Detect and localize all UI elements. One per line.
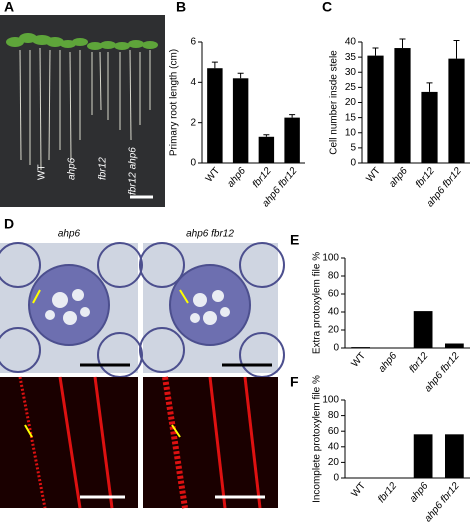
y-axis-label: Incomplete protoxylem file % [312,375,323,503]
panel-label: D [4,216,14,232]
x-tick-label: fbr12 [251,165,274,190]
leaves [6,33,158,50]
panel-label: A [4,0,14,15]
y-tick-label: 100 [322,395,339,406]
x-tick-label: fbr12 [414,165,437,190]
bar [207,68,223,163]
bar [445,434,464,478]
y-tick-label: 20 [345,97,357,108]
y-tick-label: 0 [333,343,339,354]
bar [232,78,249,163]
x-tick-label: ahp6 [387,165,410,189]
y-tick-label: 40 [328,441,340,452]
x-tick-label: ahp6 [225,165,248,189]
genotype-label: fbr12 [98,157,109,180]
y-tick-label: 15 [345,112,357,123]
bar [351,347,370,348]
bar [367,55,384,163]
cells [0,242,285,378]
error-bar [289,114,296,118]
y-axis-label: Extra protoxylem file % [312,252,323,354]
genotype-label: fbr12 ahp6 [128,147,139,195]
x-tick-label: fbr12 [407,350,430,375]
x-tick-label: WT [364,166,382,185]
y-tick-label: 0 [190,158,196,169]
x-tick-label: WT [204,166,222,185]
y-tick-label: 20 [328,325,340,336]
roots [19,47,151,171]
y-tick-label: 20 [328,457,340,468]
arrows [24,289,189,438]
photo-title: ahp6 [58,229,81,240]
x-tick-label: WT [350,351,368,370]
genotype-label: WT [37,164,48,180]
y-axis-label: Primary root length (cm) [169,49,180,156]
bar [258,136,275,163]
bar [448,58,465,164]
y-tick-label: 5 [350,143,356,154]
error-bar [237,72,244,79]
y-tick-label: 40 [345,37,357,48]
error-bar [372,47,379,56]
error-bar [453,39,460,59]
y-tick-label: 80 [328,410,340,421]
error-bar [426,82,433,92]
y-tick-label: 30 [345,67,357,78]
vessels [45,289,230,325]
y-tick-label: 0 [333,473,339,484]
y-tick-label: 4 [190,77,196,88]
y-tick-label: 100 [322,253,339,264]
error-bar [399,38,406,49]
y-tick-label: 0 [350,158,356,169]
photo-title: ahp6 fbr12 [186,229,234,240]
genotype-label: ahp6 [67,157,78,180]
y-tick-label: 80 [328,271,340,282]
y-tick-label: 10 [345,127,357,138]
x-tick-label: fbr12 [376,480,399,505]
y-tick-label: 2 [190,117,196,128]
xylem-strands [18,376,262,509]
y-tick-label: 40 [328,307,340,318]
panel-label: F [290,374,299,390]
error-bar [211,61,218,69]
panel-label: B [176,0,186,15]
bar [413,311,433,348]
y-tick-label: 25 [345,82,357,93]
panel-label: E [290,232,299,248]
bar [421,91,438,163]
panel-label: C [322,0,332,15]
y-axis-label: Cell number insde stele [329,50,340,155]
bar [413,434,433,478]
x-tick-label: WT [350,481,368,500]
bar [394,48,411,163]
y-tick-label: 60 [328,426,340,437]
y-tick-label: 35 [345,52,357,63]
bar [284,117,300,163]
x-tick-label: ahp6 [408,480,431,504]
error-bar [263,134,270,137]
bar [445,343,464,348]
x-tick-label: ahp6 [376,350,399,374]
y-tick-label: 6 [190,37,196,48]
y-tick-label: 60 [328,289,340,300]
